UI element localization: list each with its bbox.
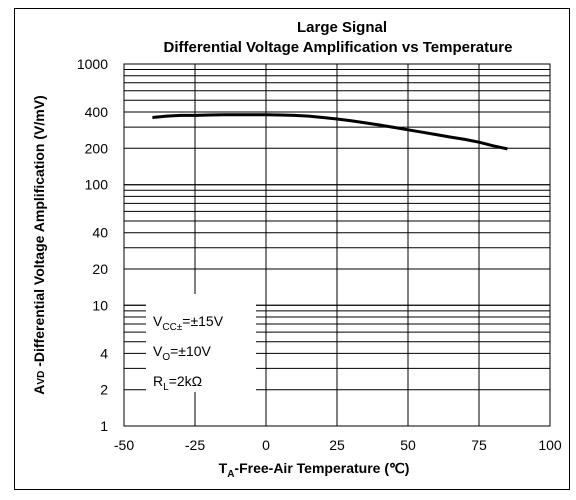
y-tick-labels: 1000 400 200 100 40 20 10 4 2 1 <box>77 56 108 434</box>
y-tick-label: 2 <box>100 382 108 398</box>
y-tick-label: 20 <box>92 261 108 277</box>
condition-0: VCC±=±15V <box>153 313 224 333</box>
series-line-0 <box>152 113 508 151</box>
chart-subtitle: Differential Voltage Amplification vs Te… <box>164 39 513 56</box>
y-tick-label: 10 <box>92 297 108 313</box>
series-layer <box>152 113 508 151</box>
y-axis-title: AVD -Differential Voltage Amplification … <box>31 95 47 394</box>
x-axis-title-rest: -Free-Air Temperature (℃) <box>234 460 409 476</box>
x-tick-label: 0 <box>262 437 270 453</box>
x-tick-label: 100 <box>538 437 562 453</box>
x-axis-title: TA-Free-Air Temperature (℃) <box>219 460 410 480</box>
plot-area <box>123 63 551 427</box>
x-tick-label: 50 <box>400 437 416 453</box>
grid <box>124 64 550 426</box>
y-tick-label: 4 <box>100 345 108 361</box>
y-tick-label: 1 <box>100 418 108 434</box>
x-axis-title-sub: A <box>227 469 234 480</box>
y-tick-label: 40 <box>92 225 108 241</box>
y-axis-title-rest: -Differential Voltage Amplification (V/m… <box>31 95 47 370</box>
condition-1: VO=±10V <box>153 343 212 363</box>
y-axis-title-sub: VD <box>36 371 47 385</box>
x-tick-label: -50 <box>114 437 134 453</box>
y-tick-label: 400 <box>85 104 109 120</box>
x-tick-label: 25 <box>329 437 345 453</box>
x-axis-title-main: T <box>219 460 228 476</box>
condition-2: RL=2kΩ <box>153 373 202 393</box>
chart-title: Large Signal <box>297 19 387 36</box>
chart-frame <box>14 8 570 490</box>
conditions-box <box>146 294 256 392</box>
y-tick-label: 200 <box>85 140 109 156</box>
x-tick-labels: -50 -25 0 25 50 75 100 <box>114 437 562 453</box>
x-tick-label: 75 <box>471 437 487 453</box>
y-axis-title-prefix: A <box>31 385 47 395</box>
y-tick-label: 100 <box>85 177 109 193</box>
x-tick-label: -25 <box>185 437 205 453</box>
y-tick-label: 1000 <box>77 56 108 72</box>
conditions-legend: VCC±=±15V VO=±10V RL=2kΩ <box>153 313 224 393</box>
